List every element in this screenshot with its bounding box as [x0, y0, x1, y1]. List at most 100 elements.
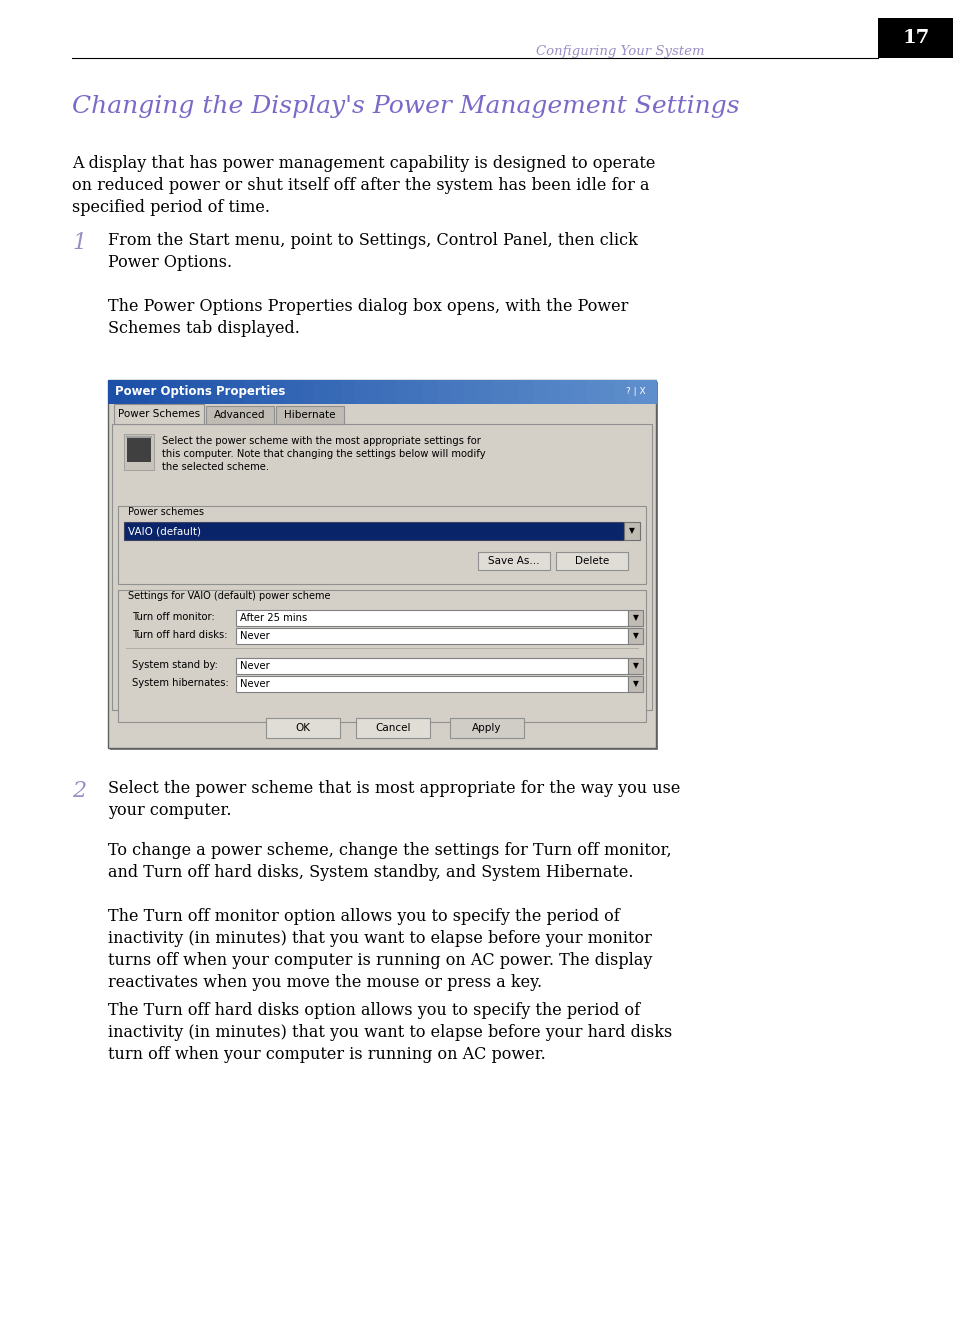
- Text: Never: Never: [240, 631, 270, 641]
- Bar: [518, 381, 533, 403]
- Bar: [450, 381, 465, 403]
- Bar: [355, 381, 369, 403]
- Bar: [368, 381, 382, 403]
- Text: Delete: Delete: [575, 556, 608, 565]
- Bar: [627, 658, 642, 674]
- Text: ▼: ▼: [632, 614, 638, 623]
- Bar: [600, 381, 616, 403]
- Bar: [190, 381, 205, 403]
- Text: and Turn off hard disks, System standby, and System Hibernate.: and Turn off hard disks, System standby,…: [108, 864, 633, 880]
- Text: inactivity (in minutes) that you want to elapse before your hard disks: inactivity (in minutes) that you want to…: [108, 1024, 672, 1041]
- Bar: [149, 381, 164, 403]
- Text: After 25 mins: After 25 mins: [240, 612, 307, 623]
- Text: Power schemes: Power schemes: [128, 507, 204, 517]
- Bar: [217, 381, 233, 403]
- Bar: [235, 675, 627, 691]
- Text: this computer. Note that changing the settings below will modify: this computer. Note that changing the se…: [162, 449, 485, 460]
- Bar: [235, 610, 627, 626]
- Text: Select the power scheme that is most appropriate for the way you use: Select the power scheme that is most app…: [108, 780, 679, 797]
- Bar: [110, 382, 658, 750]
- Bar: [122, 381, 136, 403]
- Bar: [299, 381, 314, 403]
- Bar: [118, 590, 645, 722]
- Bar: [135, 381, 150, 403]
- Bar: [314, 381, 328, 403]
- Text: Select the power scheme with the most appropriate settings for: Select the power scheme with the most ap…: [162, 436, 480, 446]
- Text: Hibernate: Hibernate: [284, 410, 335, 419]
- Text: Power Options.: Power Options.: [108, 255, 232, 271]
- Text: Turn off hard disks:: Turn off hard disks:: [132, 630, 227, 641]
- Text: The Turn off hard disks option allows you to specify the period of: The Turn off hard disks option allows yo…: [108, 1002, 639, 1018]
- Bar: [327, 381, 341, 403]
- Text: The Turn off monitor option allows you to specify the period of: The Turn off monitor option allows you t…: [108, 909, 619, 925]
- Bar: [573, 381, 588, 403]
- Bar: [491, 381, 506, 403]
- Text: Turn off monitor:: Turn off monitor:: [132, 612, 214, 622]
- Text: your computer.: your computer.: [108, 803, 232, 819]
- Bar: [381, 381, 396, 403]
- Bar: [113, 403, 204, 423]
- Text: ? | X: ? | X: [626, 387, 645, 397]
- Bar: [423, 381, 437, 403]
- Text: ▼: ▼: [632, 679, 638, 689]
- Bar: [266, 718, 339, 738]
- Text: ▼: ▼: [632, 631, 638, 641]
- Text: From the Start menu, point to Settings, Control Panel, then click: From the Start menu, point to Settings, …: [108, 232, 638, 249]
- Bar: [409, 381, 424, 403]
- Text: Cancel: Cancel: [375, 724, 411, 733]
- Bar: [641, 381, 657, 403]
- Text: Never: Never: [240, 679, 270, 689]
- Text: Advanced: Advanced: [214, 410, 266, 419]
- Bar: [532, 381, 547, 403]
- Bar: [127, 438, 151, 462]
- Bar: [340, 381, 355, 403]
- Bar: [877, 17, 953, 58]
- Text: inactivity (in minutes) that you want to elapse before your monitor: inactivity (in minutes) that you want to…: [108, 930, 651, 947]
- Bar: [505, 381, 519, 403]
- Bar: [395, 381, 410, 403]
- Text: System hibernates:: System hibernates:: [132, 678, 229, 687]
- Bar: [546, 381, 560, 403]
- Bar: [124, 523, 623, 540]
- Bar: [231, 381, 246, 403]
- Bar: [627, 675, 642, 691]
- Text: Schemes tab displayed.: Schemes tab displayed.: [108, 320, 299, 336]
- Text: Save As...: Save As...: [488, 556, 539, 565]
- Text: turn off when your computer is running on AC power.: turn off when your computer is running o…: [108, 1047, 545, 1063]
- Bar: [235, 658, 627, 674]
- Bar: [628, 381, 642, 403]
- Bar: [273, 381, 287, 403]
- Text: Power Schemes: Power Schemes: [118, 409, 200, 419]
- Bar: [286, 381, 300, 403]
- Bar: [118, 507, 645, 584]
- Bar: [623, 523, 639, 540]
- Text: the selected scheme.: the selected scheme.: [162, 462, 269, 472]
- Bar: [587, 381, 601, 403]
- Bar: [559, 381, 575, 403]
- Bar: [450, 718, 523, 738]
- Bar: [204, 381, 218, 403]
- Bar: [112, 423, 651, 710]
- Text: Power Options Properties: Power Options Properties: [115, 386, 285, 398]
- Text: To change a power scheme, change the settings for Turn off monitor,: To change a power scheme, change the set…: [108, 842, 671, 859]
- Text: OK: OK: [295, 724, 310, 733]
- Bar: [275, 406, 344, 423]
- Text: 2: 2: [71, 780, 86, 803]
- Bar: [436, 381, 451, 403]
- Text: VAIO (default): VAIO (default): [128, 527, 201, 536]
- Bar: [245, 381, 259, 403]
- Text: on reduced power or shut itself off after the system has been idle for a: on reduced power or shut itself off afte…: [71, 177, 649, 194]
- Text: ▼: ▼: [632, 662, 638, 670]
- Bar: [176, 381, 191, 403]
- Bar: [206, 406, 274, 423]
- Text: 1: 1: [71, 232, 86, 255]
- Text: 17: 17: [902, 29, 928, 47]
- Text: reactivates when you move the mouse or press a key.: reactivates when you move the mouse or p…: [108, 974, 541, 992]
- Bar: [464, 381, 478, 403]
- Bar: [627, 628, 642, 645]
- Text: Configuring Your System: Configuring Your System: [536, 46, 703, 59]
- Text: turns off when your computer is running on AC power. The display: turns off when your computer is running …: [108, 951, 652, 969]
- Bar: [477, 381, 492, 403]
- Text: Never: Never: [240, 661, 270, 671]
- Bar: [126, 436, 152, 438]
